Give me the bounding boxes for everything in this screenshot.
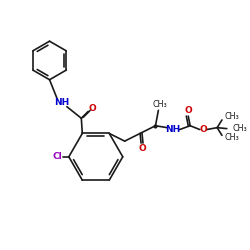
- Text: O: O: [200, 125, 207, 134]
- Text: CH₃: CH₃: [153, 100, 168, 109]
- Text: CH₃: CH₃: [225, 133, 240, 142]
- Text: O: O: [138, 144, 146, 153]
- Text: O: O: [184, 106, 192, 115]
- Text: CH₃: CH₃: [232, 124, 247, 133]
- Text: O: O: [88, 104, 96, 113]
- Text: NH: NH: [165, 125, 180, 134]
- Text: NH: NH: [54, 98, 70, 107]
- Text: CH₃: CH₃: [225, 112, 240, 120]
- Text: Cl: Cl: [52, 152, 62, 161]
